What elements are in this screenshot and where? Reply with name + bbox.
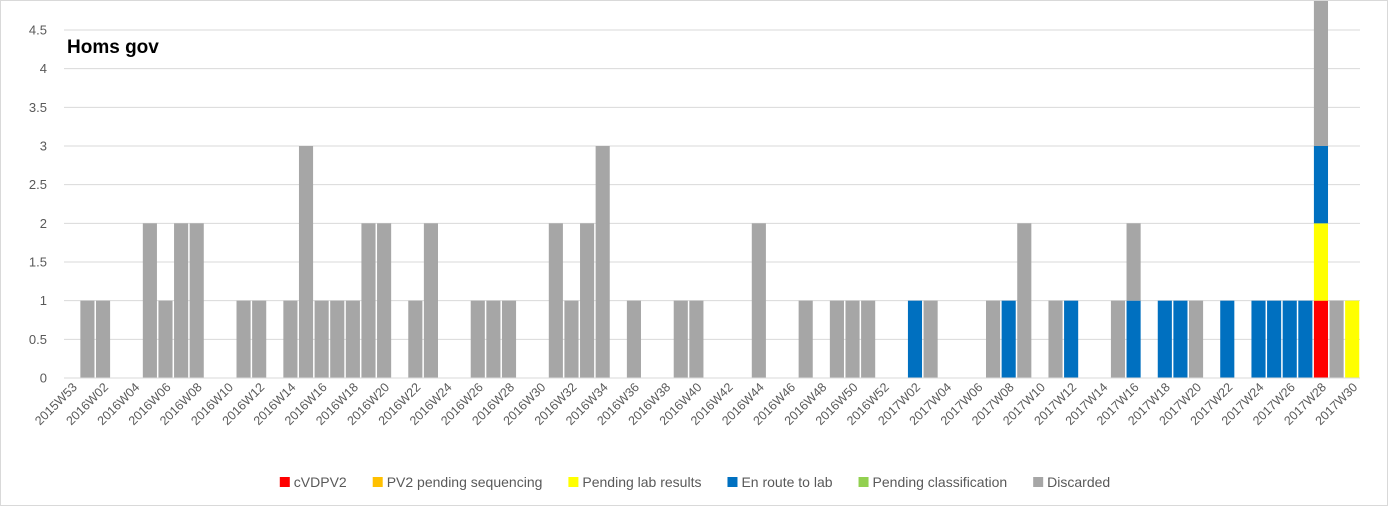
bar-segment (174, 223, 189, 378)
bar-segment (1157, 300, 1172, 378)
bar-segment (298, 146, 314, 378)
bar-segment (1329, 300, 1344, 378)
bar-segment (1048, 300, 1063, 378)
bar-segment (423, 223, 438, 378)
bar-segment (1313, 300, 1329, 378)
bar-segment (564, 300, 579, 378)
bar-segment (689, 300, 704, 378)
bar-segment (283, 300, 298, 378)
chart-title: Homs gov (67, 37, 159, 58)
legend-swatch (858, 477, 869, 487)
y-tick-label: 2 (40, 216, 47, 231)
bar-segment (861, 300, 876, 378)
bar-segment (548, 223, 563, 378)
bar-segment (1267, 300, 1282, 378)
bar-segment (1110, 300, 1126, 378)
legend-swatch (568, 477, 579, 487)
legend-swatch (727, 477, 738, 487)
bar-segment (673, 300, 688, 378)
bar-segment (345, 300, 360, 378)
bar-segment (1313, 223, 1329, 301)
bar-segment (408, 300, 423, 378)
bar-segment (1001, 300, 1016, 378)
bar-segment (1345, 300, 1360, 378)
bar-segment (751, 223, 766, 378)
bar-segment (501, 300, 517, 378)
y-tick-label: 0 (40, 371, 47, 386)
legend-label: PV2 pending sequencing (387, 474, 543, 490)
y-tick-label: 1.5 (29, 255, 47, 270)
bar-segment (1064, 300, 1079, 378)
bars (80, 1, 1360, 378)
legend-label: Pending lab results (582, 474, 701, 490)
bar-segment (907, 300, 923, 378)
bar-segment (580, 223, 595, 378)
bar-segment (361, 223, 376, 378)
legend-swatch (279, 477, 290, 487)
y-tick-label: 4 (40, 61, 47, 76)
bar-segment (330, 300, 345, 378)
bar-segment (798, 300, 813, 378)
bar-segment (1188, 300, 1204, 378)
y-tick-label: 3 (40, 139, 47, 154)
legend-label: cVDPV2 (294, 474, 347, 490)
bar-segment (1313, 1, 1329, 147)
bar-segment (1126, 223, 1141, 301)
y-axis: 0 0.5 1 1.5 2 2.5 3 3.5 4 4.5 (29, 23, 47, 386)
x-axis: 2015W532016W022016W042016W062016W082016W… (32, 377, 1360, 428)
bar-segment (1251, 300, 1266, 378)
bar-segment (1126, 300, 1141, 378)
legend: cVDPV2 PV2 pending sequencing Pending lab … (279, 474, 1110, 490)
bar-segment (626, 300, 641, 378)
bar-segment (486, 300, 501, 378)
bar-segment (142, 223, 157, 378)
bar-segment (1220, 300, 1235, 378)
y-tick-label: 1 (40, 293, 47, 308)
bar-segment (1173, 300, 1188, 378)
legend-swatch (1033, 477, 1044, 487)
y-tick-label: 2.5 (29, 177, 47, 192)
bar-segment (252, 300, 267, 378)
bar-segment (923, 300, 938, 378)
y-tick-label: 3.5 (29, 100, 47, 115)
bar-segment (189, 223, 204, 378)
bar-segment (1313, 146, 1329, 224)
bar-segment (470, 300, 485, 378)
y-tick-label: 0.5 (29, 332, 47, 347)
legend-swatch (372, 477, 383, 487)
bar-segment (80, 300, 95, 378)
bar-segment (1298, 300, 1313, 378)
bar-segment (829, 300, 844, 378)
bar-segment (845, 300, 860, 378)
legend-label: Pending classification (873, 474, 1008, 490)
gridlines (64, 29, 1360, 340)
bar-segment (1017, 223, 1032, 378)
bar-segment (158, 300, 173, 378)
bar-segment (236, 300, 251, 378)
bar-segment (595, 146, 610, 378)
bar-segment (1282, 300, 1297, 378)
bar-segment (377, 223, 392, 378)
legend-label: Discarded (1047, 474, 1110, 490)
legend-label: En route to lab (741, 474, 832, 490)
bar-segment (95, 300, 111, 378)
bar-segment (986, 300, 1001, 378)
bar-segment (314, 300, 329, 378)
y-tick-label: 4.5 (29, 23, 47, 38)
